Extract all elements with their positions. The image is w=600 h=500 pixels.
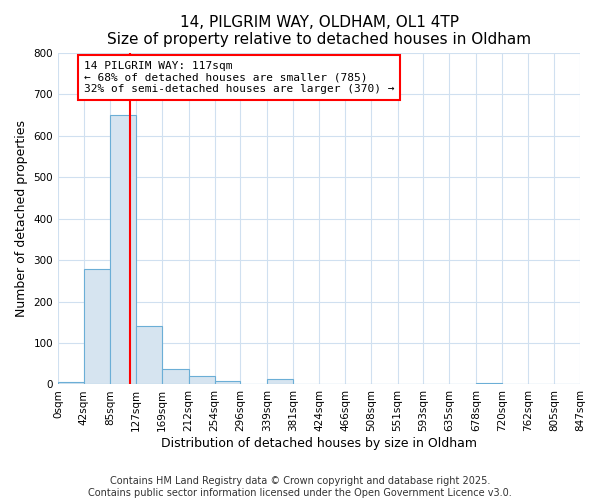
Bar [110,115,136,384]
X-axis label: Distribution of detached houses by size in Oldham: Distribution of detached houses by size … [161,437,477,450]
Bar [215,381,241,384]
Bar [188,376,215,384]
Bar [162,369,188,384]
Bar [58,382,84,384]
Y-axis label: Number of detached properties: Number of detached properties [15,120,28,317]
Text: 14 PILGRIM WAY: 117sqm
← 68% of detached houses are smaller (785)
32% of semi-de: 14 PILGRIM WAY: 117sqm ← 68% of detached… [84,61,394,94]
Bar [136,326,162,384]
Bar [476,383,502,384]
Title: 14, PILGRIM WAY, OLDHAM, OL1 4TP
Size of property relative to detached houses in: 14, PILGRIM WAY, OLDHAM, OL1 4TP Size of… [107,15,531,48]
Bar [84,269,110,384]
Text: Contains HM Land Registry data © Crown copyright and database right 2025.
Contai: Contains HM Land Registry data © Crown c… [88,476,512,498]
Bar [267,380,293,384]
